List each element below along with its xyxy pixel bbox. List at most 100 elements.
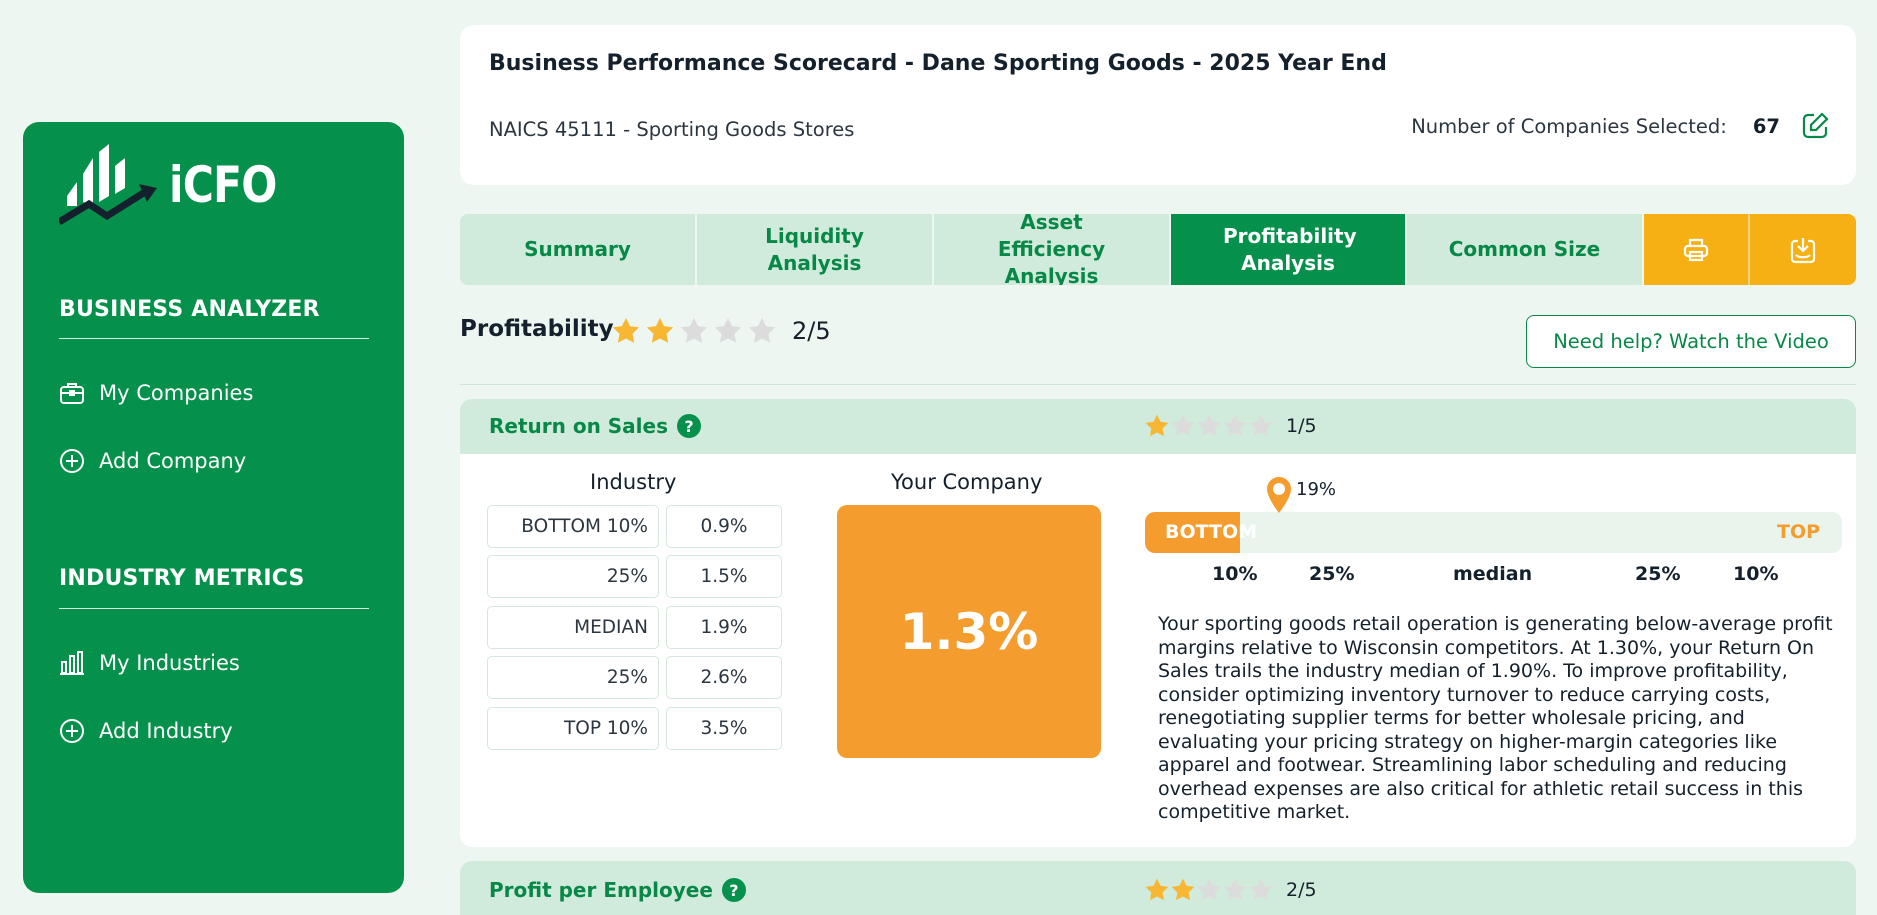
metric-stars [1144, 413, 1274, 439]
percentile-gauge-fill [1145, 512, 1240, 553]
industry-row: MEDIAN 1.9% [487, 606, 782, 649]
industry-metrics-heading: INDUSTRY METRICS [59, 566, 305, 591]
plus-circle-icon [60, 719, 84, 743]
star-empty-icon [1249, 878, 1273, 901]
companies-label: Number of Companies Selected: [1411, 114, 1727, 138]
metric-score: 2/5 [1286, 879, 1317, 901]
industry-row-value: 0.9% [666, 505, 782, 548]
tab-summary[interactable]: Summary [460, 214, 697, 285]
companies-selected: Number of Companies Selected: 67 [1411, 111, 1830, 141]
sidebar-item-label: My Industries [99, 651, 240, 675]
naics-label: NAICS 45111 - Sporting Goods Stores [489, 118, 855, 141]
companies-count: 67 [1752, 114, 1780, 138]
profitability-stars [611, 316, 781, 346]
star-empty-icon [1197, 878, 1221, 901]
business-analyzer-heading: BUSINESS ANALYZER [59, 297, 320, 322]
sidebar: iCFO BUSINESS ANALYZER My Companies Add … [23, 122, 404, 893]
divider [59, 608, 369, 609]
gauge-percentile: 19% [1296, 479, 1337, 500]
percentile-gauge [1145, 512, 1842, 553]
page-title: Business Performance Scorecard - Dane Sp… [489, 51, 1387, 76]
tab-label: Profitability Analysis [1223, 223, 1357, 275]
star-empty-icon [1171, 414, 1195, 437]
star-filled-icon [1145, 414, 1169, 437]
gauge-scale-label: 10% [1212, 563, 1258, 585]
metric-name: Return on Sales [489, 414, 668, 438]
logo-text: iCFO [169, 156, 277, 214]
header-card: Business Performance Scorecard - Dane Sp… [460, 25, 1856, 185]
help-icon[interactable]: ? [677, 414, 701, 438]
tab-profitability-analysis[interactable]: Profitability Analysis [1171, 214, 1407, 285]
logo[interactable]: iCFO [59, 144, 296, 226]
industry-row-label: BOTTOM 10% [487, 505, 659, 548]
industry-row-label: MEDIAN [487, 606, 659, 649]
industry-row: 25% 1.5% [487, 555, 782, 598]
star-empty-icon [1223, 878, 1247, 901]
gauge-scale-label: 25% [1635, 563, 1681, 585]
star-filled-icon [1145, 878, 1169, 901]
gauge-scale-label: median [1453, 563, 1533, 585]
sidebar-item-label: My Companies [99, 381, 254, 405]
star-empty-icon [1223, 414, 1247, 437]
location-pin-icon [1267, 477, 1291, 513]
star-filled-icon [646, 317, 674, 343]
gauge-bottom-label: BOTTOM [1165, 521, 1258, 543]
watch-video-button[interactable]: Need help? Watch the Video [1526, 315, 1856, 368]
gauge-top-label: TOP [1777, 521, 1821, 543]
metric-stars [1144, 877, 1274, 903]
tab-bar: Summary Liquidity Analysis Asset Efficie… [460, 214, 1856, 285]
industry-row-label: 25% [487, 656, 659, 699]
industry-row-value: 3.5% [666, 707, 782, 750]
metric-name: Profit per Employee [489, 878, 713, 902]
sidebar-item-add-company[interactable]: Add Company [59, 448, 246, 474]
logo-chart-icon [59, 144, 157, 226]
download-icon [1790, 237, 1816, 263]
tab-liquidity-analysis[interactable]: Liquidity Analysis [697, 214, 934, 285]
your-company-label: Your Company [891, 470, 1043, 494]
tab-label: Asset Efficiency Analysis [997, 214, 1106, 285]
edit-icon[interactable] [1800, 111, 1830, 141]
download-button[interactable] [1750, 214, 1856, 285]
metric-score: 1/5 [1286, 415, 1317, 437]
industry-row: TOP 10% 3.5% [487, 707, 782, 750]
sidebar-item-add-industry[interactable]: Add Industry [59, 718, 233, 744]
industry-row: BOTTOM 10% 0.9% [487, 505, 782, 548]
star-filled-icon [1171, 878, 1195, 901]
sidebar-item-my-companies[interactable]: My Companies [59, 380, 253, 406]
star-empty-icon [680, 317, 708, 343]
industry-label: Industry [590, 470, 677, 494]
return-on-sales-card: Return on Sales ? 1/5 Industry BOTTOM 10… [460, 399, 1856, 847]
plus-circle-icon [60, 449, 84, 473]
divider [59, 338, 369, 339]
bar-chart-icon [60, 651, 84, 675]
tab-common-size[interactable]: Common Size [1407, 214, 1644, 285]
metric-header: Return on Sales ? 1/5 [460, 399, 1856, 454]
star-empty-icon [748, 317, 776, 343]
sidebar-item-my-industries[interactable]: My Industries [59, 650, 240, 676]
industry-row: 25% 2.6% [487, 656, 782, 699]
help-icon[interactable]: ? [721, 878, 746, 902]
star-empty-icon [1249, 414, 1273, 437]
industry-row-label: TOP 10% [487, 707, 659, 750]
metric-description: Your sporting goods retail operation is … [1158, 613, 1833, 823]
profitability-score: 2/5 [792, 317, 831, 345]
industry-row-value: 2.6% [666, 656, 782, 699]
tab-label: Liquidity Analysis [765, 223, 864, 275]
star-empty-icon [714, 317, 742, 343]
sidebar-item-label: Add Company [99, 449, 247, 473]
industry-row-value: 1.9% [666, 606, 782, 649]
metric-title: Return on Sales ? [489, 414, 701, 438]
industry-row-value: 1.5% [666, 555, 782, 598]
star-filled-icon [612, 317, 640, 343]
profitability-title: Profitability [460, 316, 614, 342]
sidebar-item-label: Add Industry [99, 719, 233, 743]
print-button[interactable] [1644, 214, 1750, 285]
star-empty-icon [1197, 414, 1221, 437]
gauge-scale-label: 25% [1309, 563, 1355, 585]
tab-asset-efficiency-analysis[interactable]: Asset Efficiency Analysis [934, 214, 1171, 285]
your-company-value: 1.3% [837, 505, 1101, 758]
printer-icon [1683, 238, 1709, 261]
profit-per-employee-card: Profit per Employee ? 2/5 [460, 861, 1856, 915]
gauge-scale-label: 10% [1733, 563, 1779, 585]
divider [460, 384, 1856, 385]
